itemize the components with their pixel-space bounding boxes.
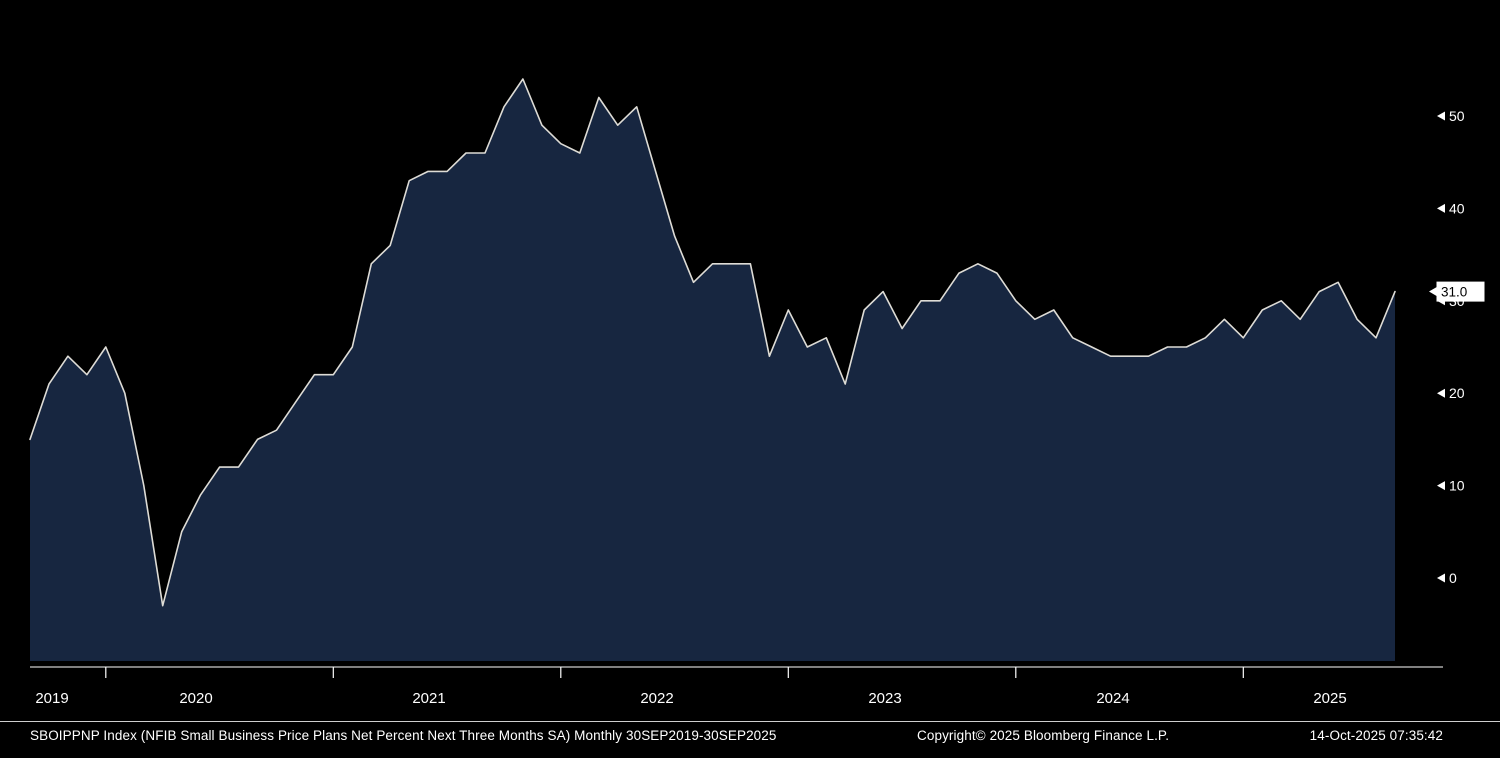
series-line xyxy=(29,78,1396,607)
last-value-box xyxy=(1436,281,1485,302)
y-axis-tick-label: 50 xyxy=(1449,108,1465,124)
y-axis-tick-label: 10 xyxy=(1449,478,1465,494)
x-axis-year-label: 2024 xyxy=(1096,690,1129,707)
y-axis-tick-label: 40 xyxy=(1449,200,1465,216)
chart-footer: SBOIPPNP Index (NFIB Small Business Pric… xyxy=(0,721,1500,743)
x-axis-year-label: 2020 xyxy=(179,690,212,707)
y-axis-tick-arrow xyxy=(1437,203,1445,213)
footer-copyright: Copyright© 2025 Bloomberg Finance L.P. xyxy=(917,728,1170,743)
y-axis-tick-arrow xyxy=(1437,481,1445,491)
y-axis-tick-arrow xyxy=(1437,111,1445,121)
footer-timestamp: 14-Oct-2025 07:35:42 xyxy=(1309,728,1443,743)
x-axis-year-label: 2022 xyxy=(640,690,673,707)
y-axis-tick-arrow xyxy=(1437,573,1445,583)
y-axis-tick-label: 20 xyxy=(1449,385,1465,401)
y-axis-tick-arrow xyxy=(1437,388,1445,398)
x-axis-year-label: 2023 xyxy=(868,690,901,707)
x-axis-year-label: 2025 xyxy=(1313,690,1346,707)
area-series-fill xyxy=(30,79,1395,661)
last-value-label: 31.0 xyxy=(1441,284,1467,299)
last-value-arrow xyxy=(1429,286,1437,297)
y-axis-tick-label: 0 xyxy=(1449,570,1457,586)
x-axis-year-label: 2021 xyxy=(412,690,445,707)
x-axis-year-label: 2019 xyxy=(35,690,68,707)
footer-description: SBOIPPNP Index (NFIB Small Business Pric… xyxy=(30,728,777,743)
